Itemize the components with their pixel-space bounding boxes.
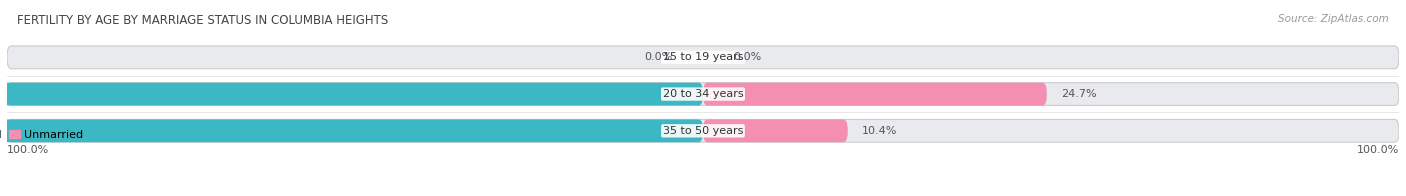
- FancyBboxPatch shape: [0, 119, 703, 142]
- Text: 24.7%: 24.7%: [1060, 89, 1097, 99]
- Text: 0.0%: 0.0%: [734, 52, 762, 62]
- FancyBboxPatch shape: [7, 46, 1399, 69]
- Text: 0.0%: 0.0%: [644, 52, 672, 62]
- Text: Source: ZipAtlas.com: Source: ZipAtlas.com: [1278, 14, 1389, 24]
- Text: FERTILITY BY AGE BY MARRIAGE STATUS IN COLUMBIA HEIGHTS: FERTILITY BY AGE BY MARRIAGE STATUS IN C…: [17, 14, 388, 27]
- Legend: Married, Unmarried: Married, Unmarried: [0, 125, 87, 144]
- FancyBboxPatch shape: [703, 119, 848, 142]
- Text: 35 to 50 years: 35 to 50 years: [662, 126, 744, 136]
- Text: 15 to 19 years: 15 to 19 years: [662, 52, 744, 62]
- FancyBboxPatch shape: [7, 119, 1399, 142]
- Text: 100.0%: 100.0%: [7, 145, 49, 155]
- FancyBboxPatch shape: [703, 83, 1047, 105]
- FancyBboxPatch shape: [0, 83, 703, 105]
- Text: 10.4%: 10.4%: [862, 126, 897, 136]
- FancyBboxPatch shape: [7, 83, 1399, 105]
- Text: 20 to 34 years: 20 to 34 years: [662, 89, 744, 99]
- Text: 100.0%: 100.0%: [1357, 145, 1399, 155]
